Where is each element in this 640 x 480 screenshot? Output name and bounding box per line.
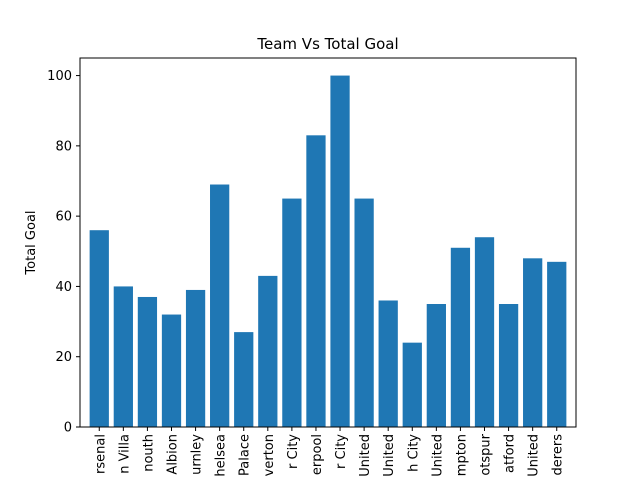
x-tick-label: r City — [334, 434, 349, 469]
x-tick-label: erpool — [310, 434, 325, 475]
x-tick-label: n Villa — [117, 434, 132, 474]
y-tick-label: 100 — [47, 69, 72, 84]
x-tick-label: Palace — [238, 434, 253, 476]
x-tick-label: otspur — [479, 433, 494, 475]
chart-title: Team Vs Total Goal — [256, 35, 398, 53]
bar — [113, 286, 133, 427]
x-tick-label: United — [358, 434, 373, 477]
y-axis: 0 20 40 60 80 100 — [47, 69, 80, 436]
x-tick-label: helsea — [214, 434, 229, 477]
bar — [498, 304, 519, 427]
bar — [450, 247, 471, 427]
bar — [89, 230, 109, 427]
x-tick-label: verton — [262, 434, 277, 476]
y-tick-label: 80 — [55, 139, 72, 154]
x-tick-label: Albion — [165, 434, 180, 475]
x-tick-label: rsenal — [93, 434, 108, 474]
bar — [426, 304, 446, 427]
x-tick-label: United — [527, 434, 542, 477]
bar — [282, 198, 302, 427]
bar — [330, 75, 350, 428]
bar — [474, 237, 495, 427]
bar — [523, 258, 543, 427]
bar — [210, 184, 230, 427]
bar — [402, 342, 422, 427]
y-axis-label: Total Goal — [24, 210, 39, 275]
x-tick-label: atford — [503, 434, 518, 473]
x-tick-label: h City — [406, 434, 421, 472]
bar — [234, 332, 254, 427]
x-tick-label: urnley — [190, 434, 205, 475]
x-tick-label: mpton — [454, 434, 469, 476]
y-tick-label: 20 — [55, 350, 72, 365]
y-tick-label: 40 — [55, 280, 72, 295]
x-tick-label: nouth — [141, 434, 156, 472]
x-tick-label: United — [382, 434, 397, 477]
x-tick-label: derers — [551, 434, 566, 476]
bar — [354, 198, 374, 427]
x-tick-label: United — [430, 434, 445, 477]
bar — [378, 300, 398, 427]
bars-group — [89, 75, 567, 428]
bar — [161, 314, 182, 427]
x-tick-label: r City — [286, 434, 301, 469]
x-axis: rsenal n Villa nouth Albion urnley helsea Pala… — [93, 427, 566, 477]
y-tick-label: 0 — [64, 421, 72, 436]
bar — [137, 296, 158, 427]
bar — [185, 289, 206, 427]
y-tick-label: 60 — [55, 210, 72, 225]
bar — [258, 275, 278, 427]
bar — [306, 135, 326, 428]
bar — [547, 261, 567, 427]
plot-frame — [79, 57, 577, 428]
